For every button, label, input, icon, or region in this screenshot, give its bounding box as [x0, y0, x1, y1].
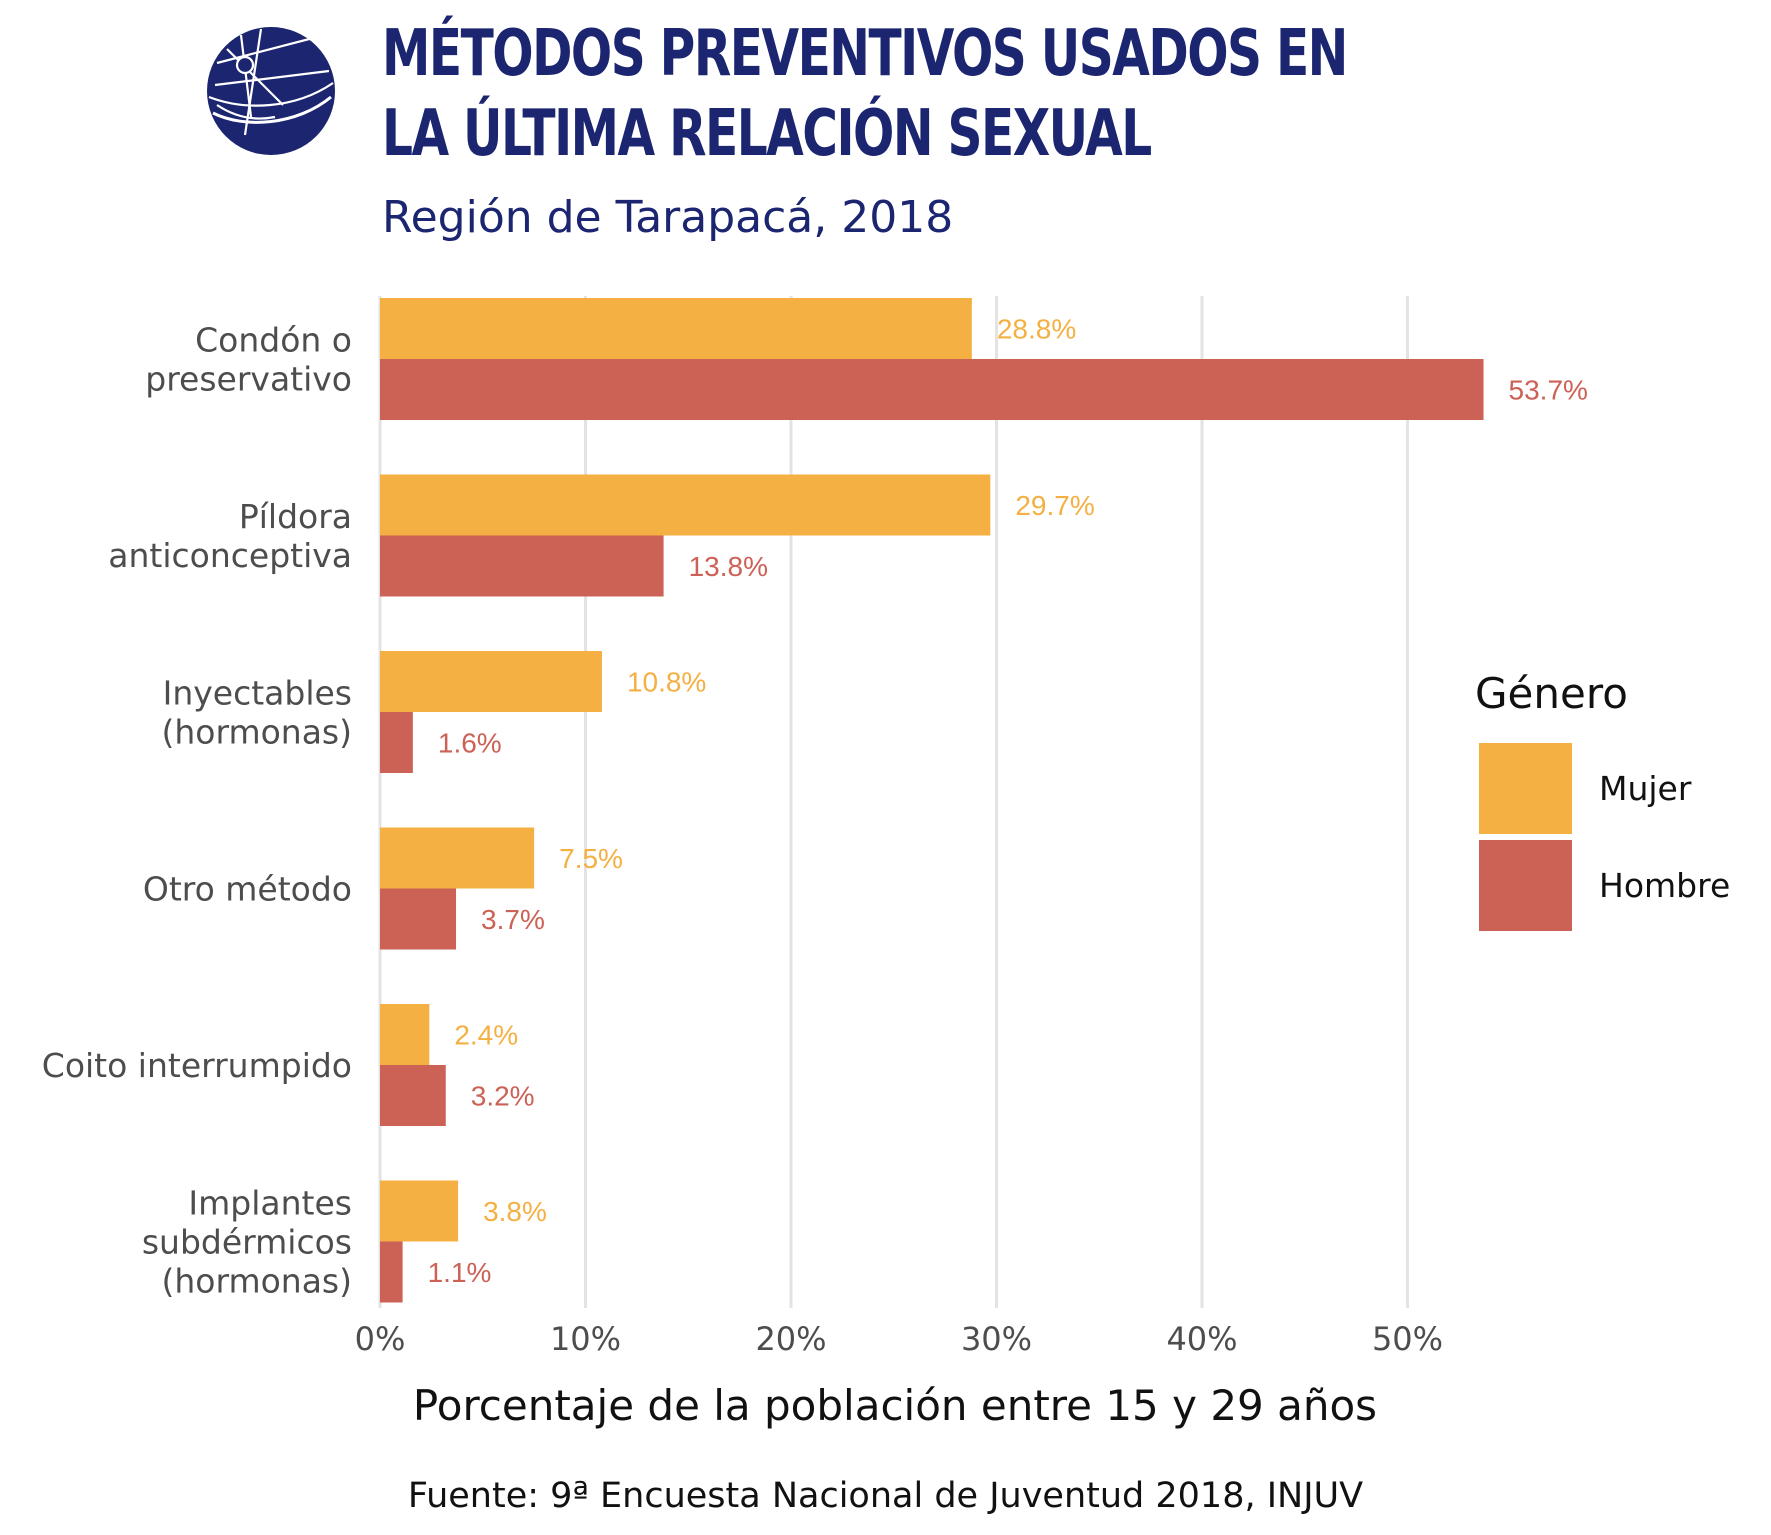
category-label: (hormonas)	[161, 1262, 352, 1301]
data-label-mujer: 3.8%	[483, 1196, 547, 1227]
gridlines	[378, 296, 1409, 1308]
bar-mujer	[380, 827, 535, 889]
legend-swatch-hombre	[1479, 840, 1572, 931]
chart-title-line-2: LA ÚLTIMA RELACIÓN SEXUAL	[382, 97, 1152, 171]
legend-swatch-mujer	[1479, 743, 1572, 834]
chart-title-line-1: MÉTODOS PREVENTIVOS USADOS EN	[382, 17, 1348, 91]
bar-mujer	[380, 651, 602, 712]
bar-hombre	[380, 1065, 446, 1126]
data-label-hombre: 13.8%	[689, 551, 768, 582]
value-labels: 28.8% 53.7% 29.7% 13.8% 10.8% 1.6% 7.5% 3.7% 2.4…	[428, 314, 1588, 1289]
category-label: anticonceptiva	[108, 536, 352, 575]
category-label: Inyectables	[163, 674, 352, 713]
legend: Género Mujer Hombre	[1475, 669, 1730, 931]
data-label-mujer: 10.8%	[627, 667, 706, 698]
category-label: Píldora	[239, 497, 352, 536]
bar-hombre	[380, 1241, 403, 1303]
data-label-hombre: 1.1%	[428, 1257, 492, 1288]
data-label-mujer: 2.4%	[454, 1020, 518, 1051]
chart-title: MÉTODOS PREVENTIVOS USADOS EN LA ÚLTIMA …	[382, 14, 1348, 174]
data-label-hombre: 3.2%	[471, 1081, 535, 1112]
bars	[380, 298, 1484, 1303]
data-label-hombre: 1.6%	[438, 728, 502, 759]
category-label: Condón o	[195, 321, 352, 360]
data-label-mujer: 28.8%	[997, 314, 1076, 345]
data-label-mujer: 7.5%	[559, 843, 623, 874]
x-tick-label: 0%	[355, 1320, 406, 1358]
bar-mujer	[380, 1004, 430, 1065]
category-label: preservativo	[145, 360, 352, 399]
source-caption: Fuente: 9ª Encuesta Nacional de Juventud…	[407, 1476, 1364, 1516]
category-label: Otro método	[143, 870, 352, 909]
chart-subtitle: Región de Tarapacá, 2018	[382, 192, 954, 243]
bar-hombre	[380, 535, 664, 597]
data-label-hombre: 3.7%	[481, 904, 545, 935]
x-tick-label: 10%	[550, 1320, 621, 1358]
x-tick-label: 40%	[1166, 1320, 1237, 1358]
data-label-mujer: 29.7%	[1015, 490, 1094, 521]
category-label: Implantes	[188, 1184, 352, 1223]
x-axis-ticks: 0% 10% 20% 30% 40% 50%	[355, 1320, 1443, 1358]
category-label: subdérmicos	[142, 1223, 352, 1262]
bar-mujer	[380, 1180, 459, 1242]
data-label-hombre: 53.7%	[1509, 375, 1588, 406]
x-tick-label: 30%	[961, 1320, 1032, 1358]
x-tick-label: 50%	[1372, 1320, 1443, 1358]
bar-hombre	[380, 712, 413, 773]
x-axis-title: Porcentaje de la población entre 15 y 29…	[413, 1381, 1377, 1430]
legend-label-mujer: Mujer	[1599, 769, 1692, 808]
legend-title: Género	[1475, 669, 1628, 718]
category-label: (hormonas)	[161, 713, 352, 752]
bar-hombre	[380, 359, 1484, 420]
bar-hombre	[380, 888, 457, 950]
bar-mujer	[380, 474, 991, 536]
injuv-logo-icon	[207, 27, 335, 155]
x-tick-label: 20%	[755, 1320, 826, 1358]
legend-label-hombre: Hombre	[1599, 866, 1730, 905]
category-label: Coito interrumpido	[42, 1046, 352, 1085]
bar-mujer	[380, 298, 972, 359]
